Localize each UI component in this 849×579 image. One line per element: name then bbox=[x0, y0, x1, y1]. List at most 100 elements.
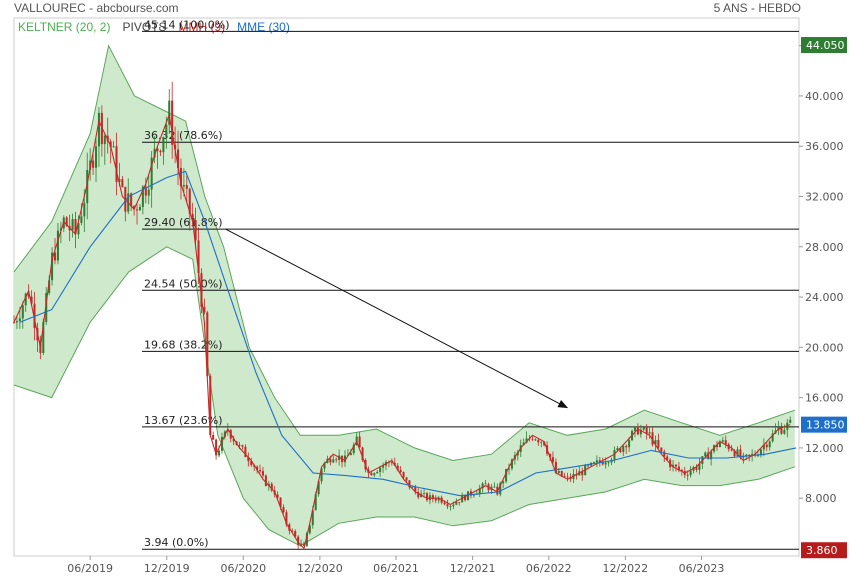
candle-body bbox=[121, 179, 124, 187]
legend-mmh: MMH (9) bbox=[178, 20, 226, 34]
candle-body bbox=[636, 426, 639, 435]
candle-body bbox=[56, 230, 59, 261]
candle-body bbox=[449, 506, 452, 508]
candle-body bbox=[472, 494, 475, 496]
price-badge-bg bbox=[801, 37, 847, 54]
trend-arrow bbox=[225, 228, 569, 409]
candle-body bbox=[194, 220, 197, 241]
candle-body bbox=[86, 169, 89, 204]
candle-body bbox=[443, 502, 446, 505]
candle-body bbox=[15, 321, 18, 323]
price-badge-label: 44.050 bbox=[806, 39, 845, 52]
candle-body bbox=[97, 112, 100, 147]
candle-body bbox=[525, 438, 528, 443]
candle-body bbox=[218, 450, 221, 456]
candle-body bbox=[730, 449, 733, 451]
candle-body bbox=[414, 486, 417, 492]
candle-body bbox=[622, 445, 625, 452]
candle-body bbox=[94, 146, 98, 168]
candle-body bbox=[317, 481, 320, 495]
candle-body bbox=[654, 439, 657, 445]
candle-body bbox=[481, 483, 484, 489]
candle-body bbox=[458, 502, 461, 503]
candle-body bbox=[261, 471, 264, 476]
candle-body bbox=[789, 419, 792, 423]
candle-body bbox=[188, 188, 191, 214]
candle-body bbox=[259, 469, 262, 472]
candle-body bbox=[595, 460, 598, 463]
candle-body bbox=[83, 203, 86, 217]
fib-label: 13.67 (23.6%) bbox=[144, 414, 223, 427]
candle-body bbox=[507, 468, 511, 470]
candle-body bbox=[305, 533, 308, 546]
candle-body bbox=[455, 502, 458, 505]
candle-body bbox=[557, 470, 560, 474]
y-tick-label: 36.000 bbox=[805, 140, 844, 153]
candle-body bbox=[226, 430, 229, 432]
axes: 8.000 12.000 16.000 20.000 24.000 28.000 32.00… bbox=[67, 40, 843, 575]
candle-body bbox=[206, 312, 209, 376]
candle-body bbox=[361, 447, 364, 460]
y-tick-label: 12.000 bbox=[805, 442, 844, 455]
candle-body bbox=[282, 507, 285, 513]
candle-body bbox=[446, 504, 449, 507]
candle-body bbox=[464, 495, 467, 501]
y-tick-label: 16.000 bbox=[805, 392, 844, 405]
candle-body bbox=[168, 100, 171, 125]
candle-body bbox=[382, 465, 385, 468]
candle-body bbox=[563, 476, 566, 478]
candle-body bbox=[138, 207, 141, 211]
candle-body bbox=[765, 444, 768, 448]
candle-body bbox=[141, 186, 144, 208]
candle-body bbox=[425, 493, 429, 501]
candle-body bbox=[724, 440, 727, 445]
candle-body bbox=[680, 469, 683, 471]
candle-body bbox=[587, 465, 590, 467]
fib-label: 19.68 (38.2%) bbox=[144, 338, 223, 351]
candle-body bbox=[736, 449, 739, 457]
candle-body bbox=[320, 468, 323, 482]
candle-body bbox=[402, 472, 405, 478]
candle-body bbox=[379, 467, 382, 472]
fib-label: 36.32 (78.6%) bbox=[144, 129, 223, 142]
keltner-lower-line bbox=[13, 246, 795, 547]
candle-body bbox=[502, 481, 505, 484]
candle-body bbox=[294, 531, 297, 537]
candle-body bbox=[285, 512, 288, 525]
candle-body bbox=[314, 494, 317, 511]
candle-body bbox=[332, 459, 335, 463]
legend-pivots: PIVOTS bbox=[122, 20, 167, 34]
candle-body bbox=[581, 471, 584, 476]
candle-body bbox=[780, 427, 783, 434]
candle-body bbox=[335, 459, 338, 461]
candle-body bbox=[759, 449, 762, 456]
fib-label: 24.54 (50.0%) bbox=[144, 277, 223, 290]
candle-body bbox=[276, 494, 279, 498]
candle-body bbox=[51, 252, 54, 281]
candle-body bbox=[431, 495, 434, 499]
candle-body bbox=[179, 167, 182, 187]
candle-body bbox=[625, 445, 628, 448]
x-tick-label: 06/2022 bbox=[526, 562, 572, 575]
candle-body bbox=[619, 448, 622, 452]
candle-body bbox=[674, 464, 678, 467]
candle-body bbox=[751, 453, 754, 456]
candle-body bbox=[264, 475, 267, 486]
candle-body bbox=[220, 436, 223, 451]
candle-body bbox=[191, 213, 194, 221]
candle-body bbox=[109, 141, 112, 148]
x-tick-label: 12/2021 bbox=[450, 562, 496, 575]
keltner-upper-line bbox=[13, 44, 795, 462]
fib-label: 45.14 (100.0%) bbox=[144, 18, 230, 31]
chart-period: 5 ANS - HEBDO bbox=[713, 1, 801, 15]
price-badge-label: 3.860 bbox=[806, 544, 838, 557]
candle-body bbox=[648, 432, 651, 434]
y-tick-label: 28.000 bbox=[805, 241, 844, 254]
mmh-line bbox=[13, 112, 791, 550]
candle-body bbox=[74, 219, 77, 235]
candle-body bbox=[452, 504, 455, 507]
candle-body bbox=[200, 273, 203, 307]
y-tick-label: 20.000 bbox=[805, 341, 844, 354]
candle-body bbox=[689, 470, 692, 476]
